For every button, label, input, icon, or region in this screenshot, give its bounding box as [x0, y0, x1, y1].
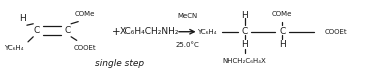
Text: H: H [279, 40, 285, 49]
Text: H: H [241, 40, 248, 49]
Text: YC₆H₄: YC₆H₄ [4, 45, 23, 51]
Text: YC₆H₄: YC₆H₄ [197, 29, 217, 35]
Text: COOEt: COOEt [324, 29, 347, 35]
Text: COOEt: COOEt [74, 45, 96, 51]
Text: XC₆H₄CH₂NH₂: XC₆H₄CH₂NH₂ [120, 27, 180, 36]
Text: H: H [241, 11, 248, 20]
Text: C: C [64, 26, 70, 35]
Text: MeCN: MeCN [177, 13, 197, 19]
Text: +: + [112, 27, 121, 37]
Text: H: H [19, 14, 26, 23]
Text: 25.0°C: 25.0°C [175, 42, 199, 48]
Text: C: C [242, 27, 248, 36]
Text: single step: single step [95, 59, 144, 68]
Text: C: C [279, 27, 285, 36]
Text: COMe: COMe [75, 11, 95, 17]
Text: COMe: COMe [272, 11, 292, 17]
Text: NHCH₂C₆H₄X: NHCH₂C₆H₄X [223, 58, 266, 64]
Text: C: C [33, 26, 39, 35]
